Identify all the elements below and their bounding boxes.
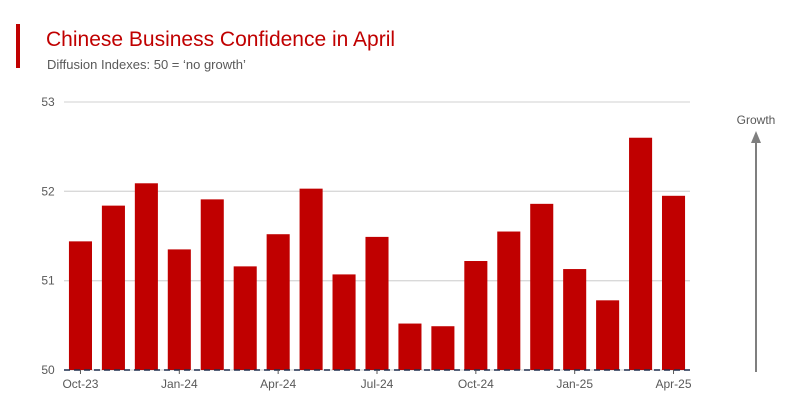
- bar-Feb-24: [200, 199, 224, 370]
- y-tick-label: 51: [41, 274, 55, 288]
- bar-Jan-24: [167, 249, 191, 370]
- bar-Apr-25: [661, 195, 686, 370]
- bar-Feb-25: [596, 300, 620, 370]
- bar-Nov-23: [101, 205, 125, 370]
- x-tick-label: Jan-25: [556, 377, 593, 391]
- x-tick-label: Oct-24: [458, 377, 494, 391]
- y-tick-label: 52: [41, 184, 55, 198]
- x-tick-label: Oct-23: [62, 377, 98, 391]
- bar-Mar-25: [629, 137, 653, 370]
- y-tick-label: 53: [41, 95, 55, 109]
- y-tick-label: 50: [41, 363, 55, 377]
- bar-Nov-24: [497, 231, 521, 370]
- x-axis-tick-labels: Oct-23 Jan-24 Apr-24 Jul-24 Oct-24 Jan-25 Apr-…: [62, 370, 692, 391]
- bar-Mar-24: [233, 266, 257, 370]
- bar-Sep-24: [431, 326, 455, 370]
- bar-Oct-23: [68, 241, 92, 370]
- bar-Jun-24: [332, 274, 356, 370]
- title-accent-bar: [16, 24, 20, 68]
- chart-title: Chinese Business Confidence in April: [46, 28, 396, 51]
- bar-Oct-24: [464, 261, 488, 370]
- x-tick-label: Jul-24: [361, 377, 394, 391]
- bar-Dec-24: [530, 203, 554, 370]
- y-axis-tick-labels: 50 51 52 53: [41, 95, 55, 377]
- x-tick-label: Apr-25: [656, 377, 692, 391]
- bars: [64, 137, 690, 371]
- bar-May-24: [299, 188, 323, 370]
- chart-subtitle: Diffusion Indexes: 50 = ‘no growth’: [47, 57, 246, 72]
- growth-label: Growth: [737, 113, 776, 127]
- bar-Dec-23: [134, 183, 158, 370]
- bar-Jan-25: [563, 269, 587, 370]
- bar-Aug-24: [398, 323, 422, 370]
- x-tick-label: Apr-24: [260, 377, 296, 391]
- growth-annotation: Growth: [737, 113, 776, 372]
- x-tick-label: Jan-24: [161, 377, 198, 391]
- bar-Apr-24: [266, 234, 290, 370]
- bar-Jul-24: [365, 236, 389, 370]
- up-arrow-icon: [751, 131, 761, 372]
